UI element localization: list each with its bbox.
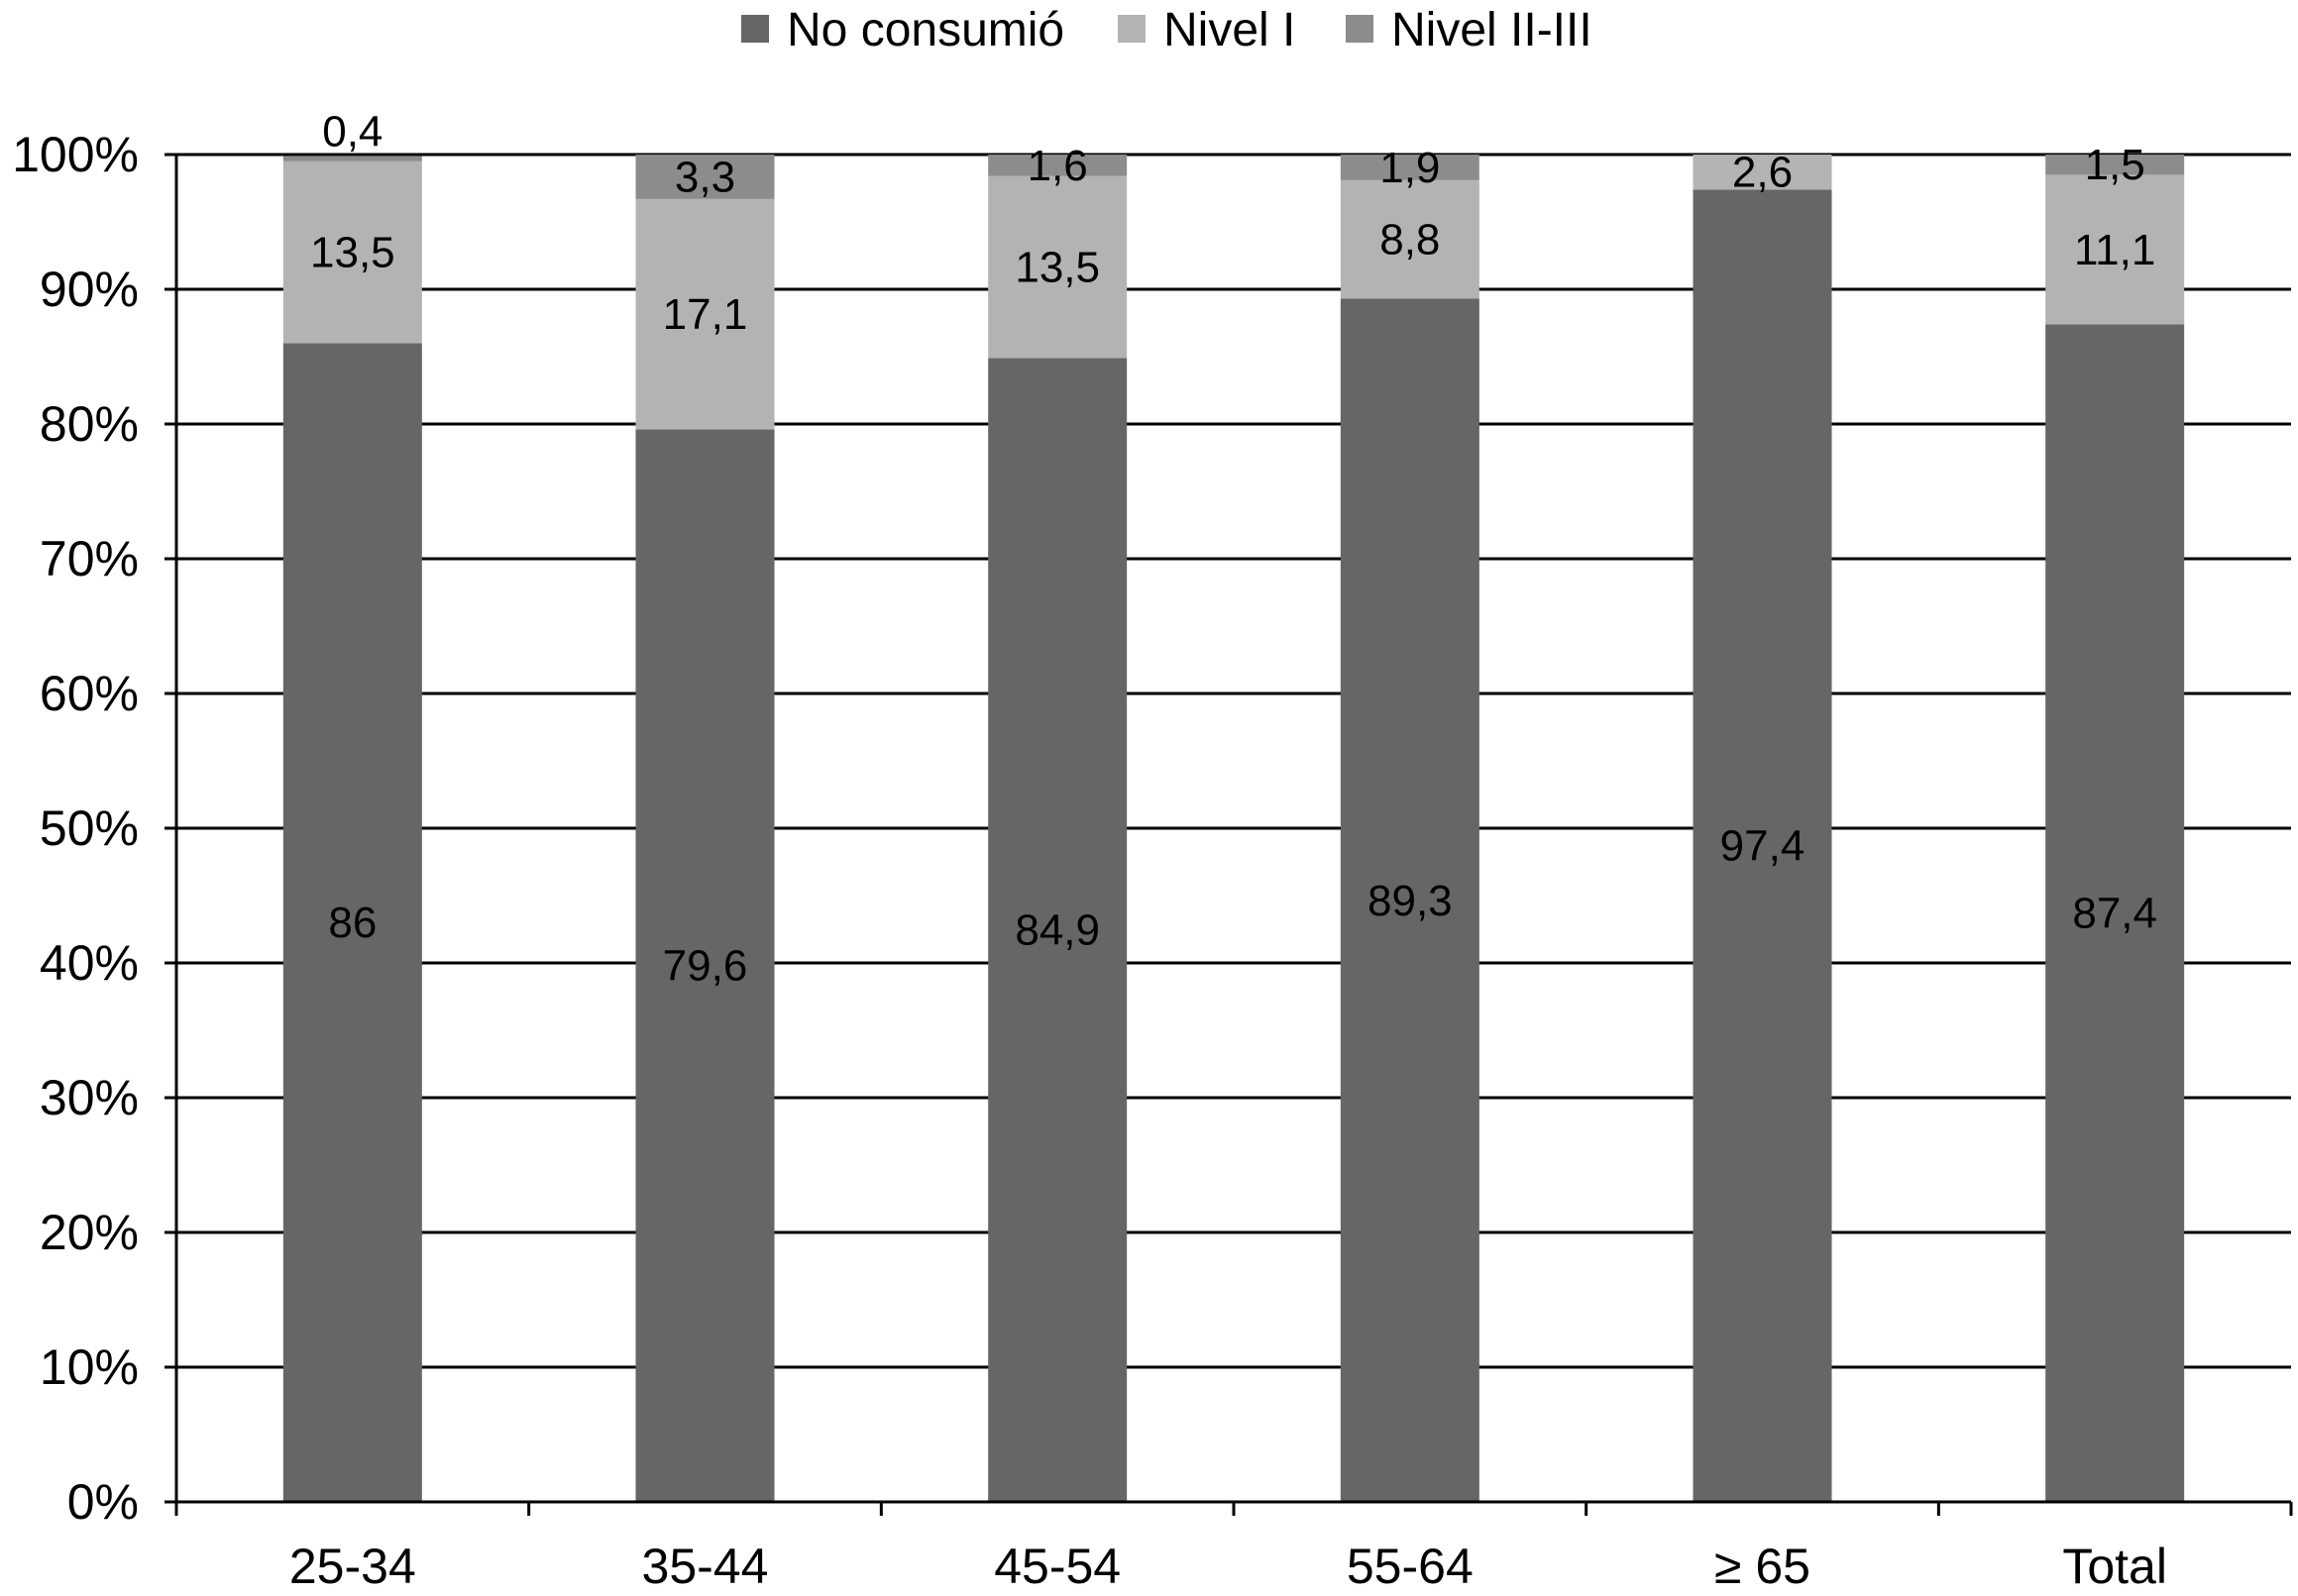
data-label-nivel-ii-iii-1: 3,3: [675, 153, 735, 201]
data-label-nivel-i-1: 17,1: [663, 290, 748, 339]
bar-segment-nivel-i-5: [2045, 174, 2185, 325]
y-tick-label: 60%: [40, 666, 139, 721]
bar-segment-no-consumi-3: [1340, 298, 1479, 1502]
y-tick-label: 50%: [40, 800, 139, 856]
data-label-nivel-ii-iii-3: 1,9: [1379, 144, 1440, 192]
data-labels: 86 13,5 0,4 79,6 17,1 3,3 84,9 13,5 1,6 89,3 8,8 1,…: [310, 107, 2157, 990]
data-label-no-consumi-5: 87,4: [2072, 890, 2157, 938]
data-label-nivel-i-0: 13,5: [310, 229, 395, 277]
bar-segment-nivel-i-1: [635, 198, 775, 430]
y-tick-label: 80%: [40, 396, 139, 452]
data-label-nivel-ii-iii-2: 1,6: [1028, 142, 1088, 190]
bar-segment-nivel-ii-iii-1: [635, 155, 775, 199]
data-label-no-consumi-2: 84,9: [1015, 906, 1100, 955]
x-category-label-55-64: 55-64: [1347, 1539, 1474, 1594]
x-category-label-45-54: 45-54: [994, 1539, 1121, 1594]
y-tick-label: 20%: [40, 1205, 139, 1260]
x-category-label-65: ≥ 65: [1714, 1539, 1810, 1594]
y-tick-label: 90%: [40, 262, 139, 317]
y-tick-label: 100%: [12, 127, 139, 182]
data-label-nivel-i-3: 8,8: [1379, 216, 1440, 265]
data-label-no-consumi-1: 79,6: [663, 942, 748, 991]
bar-segment-nivel-i-2: [988, 175, 1128, 359]
y-tick-label: 10%: [40, 1339, 139, 1395]
x-category-label-25-34: 25-34: [289, 1539, 416, 1594]
data-label-nivel-ii-iii-5: 1,5: [2085, 141, 2145, 189]
bar-segment-no-consumi-4: [1693, 189, 1832, 1503]
legend-swatch-no-consumi: [741, 15, 769, 43]
bars: [282, 155, 2185, 1503]
legend-swatch-nivel-i: [1118, 15, 1146, 43]
x-category-label-35-44: 35-44: [642, 1539, 769, 1594]
bar-segment-no-consumi-2: [988, 358, 1128, 1502]
bar-segment-nivel-i-0: [282, 160, 422, 344]
bar-segment-nivel-i-4: [1693, 155, 1832, 190]
bar-segment-nivel-ii-iii-5: [2045, 155, 2185, 175]
y-tick-label: 30%: [40, 1070, 139, 1125]
bar-segment-no-consumi-5: [2045, 324, 2185, 1502]
data-label-nivel-i-5: 11,1: [2074, 226, 2155, 274]
data-label-no-consumi-3: 89,3: [1368, 877, 1453, 925]
legend-swatch-nivel-ii-iii: [1346, 15, 1373, 43]
legend-label-no-consumi: No consumió: [787, 4, 1064, 56]
bar-segment-nivel-ii-iii-2: [988, 155, 1128, 176]
legend-label-nivel-i: Nivel I: [1163, 4, 1295, 56]
bar-segment-no-consumi-1: [635, 429, 775, 1503]
data-label-nivel-i-4: 2,6: [1732, 149, 1793, 197]
y-tick-label: 0%: [67, 1474, 139, 1530]
legend-label-nivel-ii-iii: Nivel II-III: [1391, 4, 1592, 56]
x-category-label-total: Total: [2062, 1539, 2167, 1594]
gridlines: [176, 153, 2291, 1369]
data-label-nivel-i-2: 13,5: [1015, 244, 1100, 292]
bar-segment-nivel-i-3: [1340, 179, 1479, 299]
y-tick-label: 70%: [40, 531, 139, 586]
bar-segment-nivel-ii-iii-0: [282, 156, 422, 161]
legend: No consumió Nivel I Nivel II-III: [741, 4, 1592, 56]
axes: 0% 10% 20% 30% 40% 50% 60% 70% 80% 90% 100% 25-34 35…: [12, 127, 2293, 1594]
bar-segment-nivel-ii-iii-3: [1340, 155, 1479, 180]
data-label-no-consumi-4: 97,4: [1720, 822, 1806, 871]
data-label-no-consumi-0: 86: [328, 899, 377, 947]
y-tick-label: 40%: [40, 935, 139, 991]
bar-segment-no-consumi-0: [282, 343, 422, 1502]
data-label-nivel-ii-iii-0: 0,4: [322, 107, 383, 156]
